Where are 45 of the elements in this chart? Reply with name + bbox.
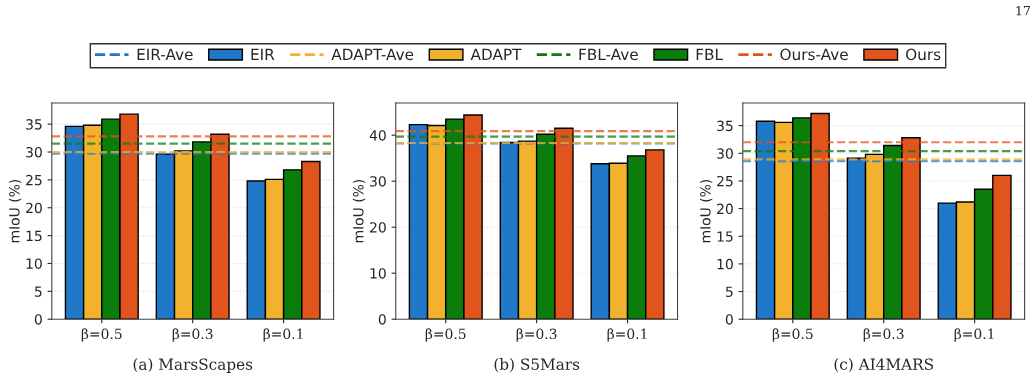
y-tick-label: 20	[370, 222, 386, 233]
y-tick-label: 5	[35, 286, 42, 297]
legend-label: Ours-Ave	[780, 48, 848, 61]
x-tick-label: β=0.3	[172, 328, 213, 342]
legend-label: ADAPT-Ave	[331, 48, 414, 61]
legend-label: FBL	[696, 48, 723, 60]
legend-label: Ours	[906, 48, 941, 61]
x-tick-label: β=0.3	[516, 328, 557, 342]
y-tick-label: 0	[34, 314, 42, 325]
text: 17	[1016, 5, 1030, 16]
y-tick-label: 30	[717, 148, 733, 159]
x-tick-label: β=0.5	[425, 328, 466, 342]
x-tick-label: β=0.5	[81, 328, 122, 342]
y-tick-label: 30	[370, 176, 386, 187]
x-tick-label: β=0.1	[263, 328, 303, 342]
x-tick-label: β=0.1	[607, 328, 647, 342]
legend-label: EIR-Ave	[137, 48, 193, 61]
x-tick-label: β=0.1	[954, 328, 994, 342]
y-tick-label: 0	[725, 314, 733, 325]
y-tick-label: 10	[370, 268, 386, 279]
y-tick-label: 30	[26, 146, 42, 158]
y-tick-label: 20	[717, 203, 733, 215]
y-tick-label: 25	[26, 174, 42, 186]
y-tick-label: 35	[717, 120, 733, 132]
y-tick-label: 0	[378, 314, 386, 325]
text: (a) MarsScapes	[133, 358, 253, 373]
y-tick-label: 20	[26, 202, 42, 214]
y-tick-label: 5	[726, 286, 733, 298]
text: (b) S5Mars	[494, 358, 580, 373]
y-axis-title: mIoU (%)	[699, 179, 713, 243]
legend-label: FBL-Ave	[579, 48, 638, 61]
y-tick-label: 10	[717, 258, 733, 270]
y-tick-label: 15	[717, 231, 733, 242]
x-tick-label: β=0.3	[863, 328, 904, 342]
y-tick-label: 35	[26, 119, 42, 130]
y-tick-label: 25	[717, 175, 733, 187]
y-tick-label: 10	[26, 258, 42, 269]
y-axis-title: mIoU (%)	[8, 179, 22, 243]
x-tick-label: β=0.5	[772, 328, 813, 342]
y-tick-label: 15	[26, 230, 42, 242]
text: (c) AI4MARS	[834, 358, 933, 373]
y-axis-title: mIoU (%)	[352, 179, 366, 243]
legend-label: EIR	[251, 48, 275, 60]
y-tick-label: 40	[369, 130, 386, 141]
legend-label: ADAPT	[470, 48, 522, 60]
